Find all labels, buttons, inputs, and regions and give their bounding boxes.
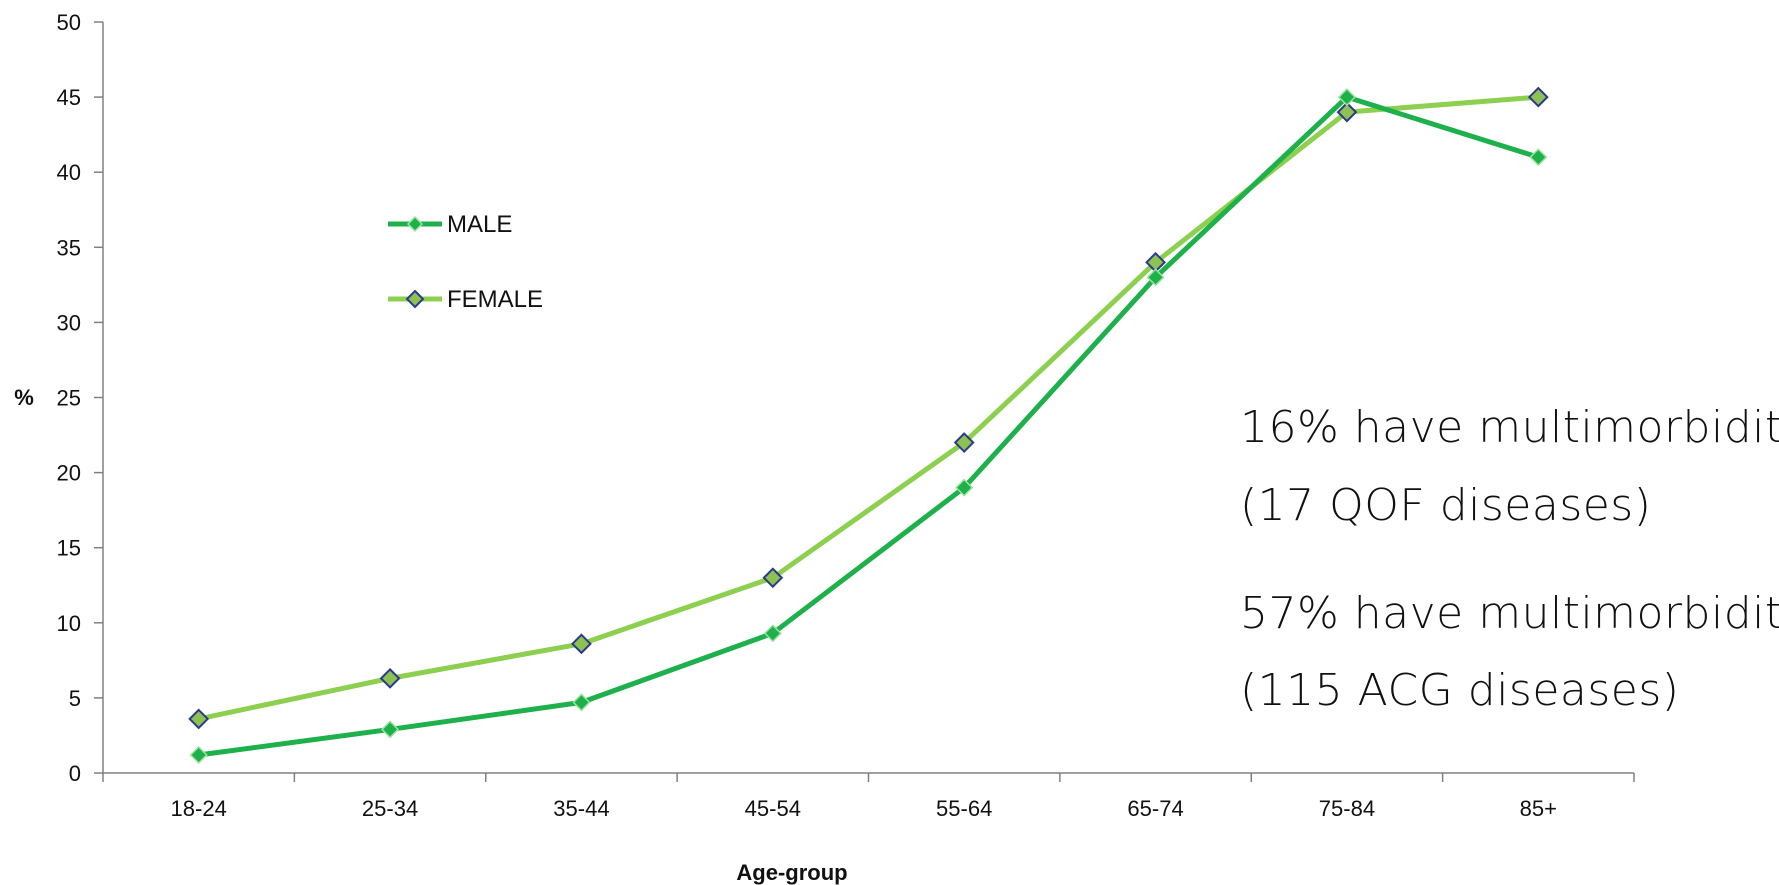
legend-label-female: FEMALE: [447, 286, 543, 313]
legend: MALE FEMALE: [388, 211, 543, 313]
data-point-female: [379, 667, 401, 689]
y-axis-title: %: [14, 385, 34, 410]
data-point-male: [1529, 148, 1548, 167]
series-line-male: [198, 94, 1540, 758]
x-tick-label: 85+: [1520, 796, 1557, 821]
x-axis: 18-24 25-34 35-44 45-54 55-64 65-74 75-84 85+: [102, 772, 1635, 821]
legend-label-male: MALE: [447, 211, 512, 238]
data-point-male: [381, 720, 400, 739]
data-point-female: [1336, 101, 1358, 123]
data-point-female: [188, 708, 210, 730]
series-layer: [188, 86, 1549, 765]
data-point-male: [955, 478, 974, 497]
y-tick-label: 45: [57, 85, 81, 110]
legend-swatch-marker: [406, 215, 424, 233]
y-tick-label: 30: [57, 310, 81, 335]
data-point-female: [1527, 86, 1549, 108]
annotation-line-4: (115 ACG diseases): [1240, 665, 1680, 716]
x-tick-label: 35-44: [553, 796, 609, 821]
x-tick-label: 18-24: [171, 796, 227, 821]
series-line-female: [198, 94, 1539, 722]
x-tick-label: 55-64: [936, 796, 992, 821]
y-axis: 0 5 10 15 20 25 30 35 40 45 50: [57, 10, 104, 786]
data-point-male: [572, 693, 591, 712]
y-tick-label: 10: [57, 611, 81, 636]
y-tick-label: 20: [57, 461, 81, 486]
x-tick-label: 75-84: [1319, 796, 1375, 821]
data-point-female: [762, 567, 784, 589]
annotation-line-1: 16% have multimorbidity: [1240, 402, 1779, 453]
annotation-line-2: (17 QOF diseases): [1240, 480, 1652, 531]
data-point-female: [953, 432, 975, 453]
y-tick-label: 35: [57, 235, 81, 260]
y-tick-label: 15: [57, 536, 81, 561]
legend-swatch-marker: [405, 289, 425, 309]
data-point-male: [1337, 88, 1356, 107]
y-tick-label: 0: [69, 761, 81, 786]
data-point-female: [571, 633, 592, 655]
data-point-male: [763, 624, 782, 643]
x-tick-label: 65-74: [1127, 796, 1183, 821]
data-point-male: [1146, 268, 1165, 287]
y-tick-label: 5: [69, 686, 81, 711]
x-tick-label: 45-54: [745, 796, 801, 821]
x-tick-label: 25-34: [362, 796, 418, 821]
y-tick-label: 40: [57, 160, 81, 185]
y-tick-label: 25: [57, 386, 81, 411]
data-point-male: [189, 745, 208, 765]
x-axis-title: Age-group: [736, 860, 847, 885]
annotation-line-3: 57% have multimorbidity: [1240, 588, 1779, 639]
y-tick-label: 50: [57, 10, 81, 35]
